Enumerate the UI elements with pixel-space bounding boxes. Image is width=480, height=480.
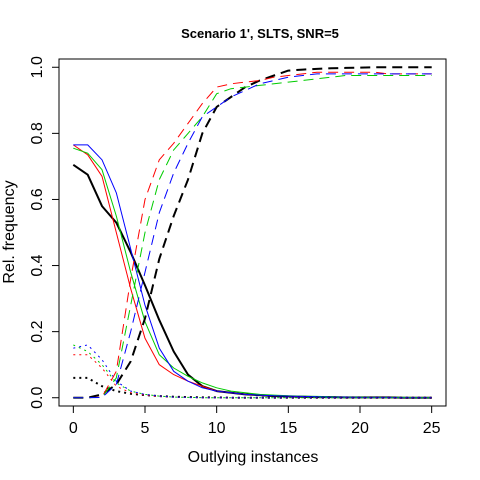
y-tick-label: 1.0 <box>29 56 46 78</box>
x-axis: 0 5 10 15 20 25 <box>69 406 441 437</box>
series-line-8 <box>73 344 432 399</box>
series-line-6 <box>73 354 432 399</box>
series-line-9 <box>73 66 432 399</box>
series-line-11 <box>73 75 432 399</box>
y-axis-label: Rel. frequency <box>1 180 18 283</box>
y-axis: 0.0 0.2 0.4 0.6 0.8 1.0 <box>29 56 59 409</box>
plot-box <box>58 58 447 407</box>
series-line-7 <box>73 344 432 399</box>
x-tick-label: 15 <box>279 420 297 437</box>
x-tick-label: 5 <box>141 420 150 437</box>
x-tick-label: 10 <box>208 420 226 437</box>
y-tick-label: 0.6 <box>29 188 46 210</box>
y-tick-label: 0.4 <box>29 254 46 276</box>
series-line-4 <box>73 144 432 399</box>
x-tick-label: 20 <box>351 420 369 437</box>
x-tick-label: 0 <box>69 420 78 437</box>
series-line-1 <box>72 163 432 399</box>
y-tick-label: 0.0 <box>29 387 46 409</box>
series-line-12 <box>73 73 432 399</box>
x-tick-label: 25 <box>423 420 441 437</box>
x-axis-label: Outlying instances <box>188 449 319 466</box>
y-tick-label: 0.8 <box>29 122 46 144</box>
series-line-10 <box>73 71 432 399</box>
plot-lines <box>72 66 432 399</box>
y-tick-label: 0.2 <box>29 320 46 342</box>
series-line-2 <box>73 144 432 399</box>
chart-title: Scenario 1', SLTS, SNR=5 <box>181 26 339 41</box>
